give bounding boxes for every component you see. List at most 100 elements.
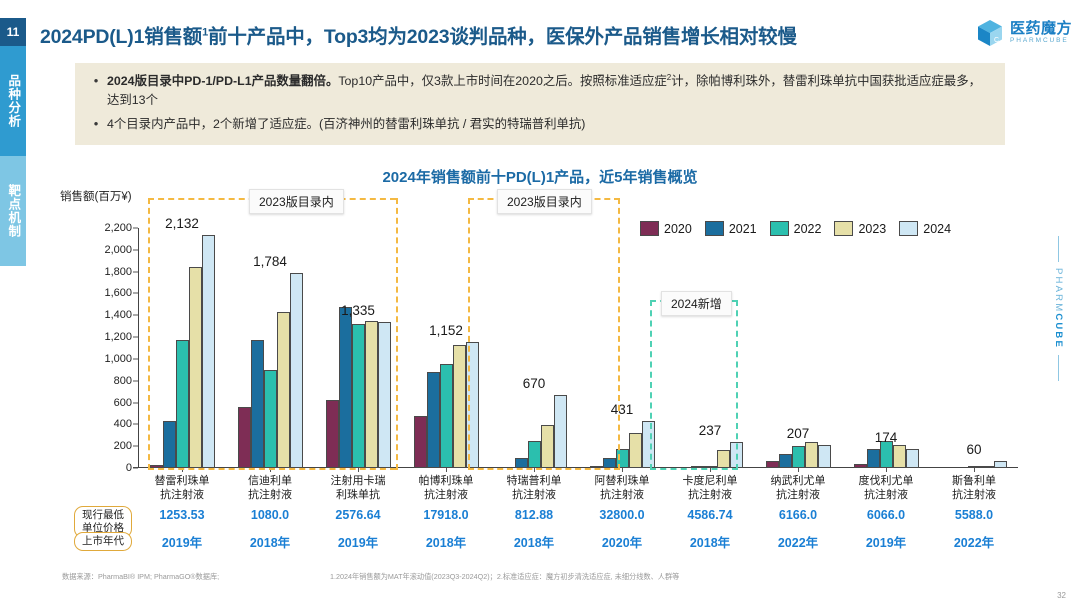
- x-axis-category-label: 阿替利珠单 抗注射液: [572, 474, 672, 503]
- bar-groups: 2,132 替雷利珠单 抗注射液 1,784 信迪利单 抗注射液 1,335 注射用卡瑞 利珠单…: [138, 216, 1018, 501]
- legend-swatch-icon: [834, 221, 854, 236]
- legend-label: 2021: [728, 221, 757, 236]
- bar-2023: [892, 445, 906, 468]
- row-header-price: 现行最低 单位价格: [74, 506, 132, 539]
- bar-2022: [351, 323, 365, 468]
- footer-page-number: 32: [1057, 591, 1066, 600]
- y-tick-label: 1,400: [104, 309, 132, 322]
- x-axis-category-label: 纳武利尤单 抗注射液: [748, 474, 848, 503]
- x-axis-category-label: 卡度尼利单 抗注射液: [660, 474, 760, 503]
- legend-label: 2024: [923, 221, 952, 236]
- y-tick-mark: [133, 271, 138, 273]
- x-axis-category-line: 抗注射液: [776, 489, 820, 502]
- bar-2021: [162, 420, 176, 468]
- x-axis-category-line: 信迪利单: [248, 475, 292, 487]
- bullet-bold-lead: 2024版目录中PD-1/PD-L1产品数量翻倍。: [107, 74, 339, 89]
- x-axis-category-label: 替雷利珠单 抗注射液: [132, 474, 232, 503]
- bar-group: 60 斯鲁利单 抗注射液: [930, 228, 1018, 501]
- y-tick-mark: [133, 467, 138, 469]
- x-axis-category-line: 抗注射液: [160, 489, 204, 502]
- bullet-rest-a: Top10产品中，仅3款上市时间在2020之后。按照标准适应症: [338, 74, 667, 89]
- x-axis-category-line: 利珠单抗: [336, 489, 380, 502]
- x-axis-category-line: 替雷利珠单: [154, 475, 210, 487]
- legend-swatch-icon: [704, 221, 724, 236]
- legend-swatch-icon: [769, 221, 789, 236]
- bar-2022: [263, 369, 277, 468]
- x-axis-category-line: 斯鲁利单: [952, 475, 996, 487]
- x-tick-mark: [358, 468, 359, 472]
- table-cell-price: 812.88: [514, 508, 554, 522]
- bar-2023: [188, 266, 202, 468]
- table-cell-price: 2576.64: [335, 508, 381, 522]
- bar-2022: [967, 466, 981, 468]
- table-cell-price: 32800.0: [599, 508, 645, 522]
- legend-item-2022: 2022: [769, 221, 822, 236]
- bar-2023: [804, 441, 818, 468]
- bar-2023: [540, 424, 554, 468]
- bar-value-label: 237: [698, 423, 722, 439]
- page-title: 2024PD(L)1销售额1前十产品中，Top3均为2023谈判品种，医保外产品…: [40, 20, 950, 49]
- table-cell-launch-year: 2019年: [865, 536, 907, 550]
- x-axis-category-line: 阿替利珠单: [594, 475, 650, 487]
- sidebar-item-target-mechanism[interactable]: 靶点机制: [0, 156, 26, 266]
- x-axis-category-line: 抗注射液: [864, 489, 908, 502]
- x-axis-category-label: 特瑞普利单 抗注射液: [484, 474, 584, 503]
- bar-2022: [703, 466, 717, 468]
- bar-2023: [628, 433, 642, 468]
- x-tick-mark: [182, 468, 183, 472]
- table-cell-launch-year: 2019年: [161, 536, 203, 550]
- bar-2024: [817, 445, 831, 468]
- bar-2021: [690, 466, 704, 468]
- bar-value-label: 174: [874, 430, 898, 446]
- table-cell-launch-year: 2018年: [513, 536, 555, 550]
- y-tick-label: 1,600: [104, 287, 132, 300]
- rail-brand-text: PHARMCUBE: [1053, 268, 1064, 349]
- bar-value-label: 2,132: [165, 216, 199, 232]
- bar-2021: [514, 457, 528, 468]
- table-cell-launch-year: 2019年: [337, 536, 379, 550]
- x-axis-category-line: 抗注射液: [600, 489, 644, 502]
- bar-value-label: 207: [786, 426, 810, 442]
- x-axis-category-line: 特瑞普利单: [506, 475, 562, 487]
- bar-2023: [980, 465, 994, 468]
- legend-label: 2022: [793, 221, 822, 236]
- legend-item-2024: 2024: [899, 221, 951, 236]
- y-tick-mark: [133, 227, 138, 229]
- page-title-footnote-marker: 1: [202, 26, 209, 39]
- x-tick-mark: [974, 468, 975, 472]
- x-axis-category-line: 帕博利珠单: [418, 475, 474, 487]
- bar-2020: [149, 464, 163, 468]
- footer-source: 数据来源：PharmaBI® IPM; PharmaGO®数据库;: [62, 572, 220, 581]
- bar-2020: [325, 399, 339, 468]
- sidebar-item-variety-analysis[interactable]: 品种分析: [0, 46, 26, 156]
- page-title-part2: 前十产品中，Top3均为2023谈判品种，医保外产品销售增长相对较慢: [208, 26, 797, 48]
- bar-2024: [729, 442, 743, 468]
- y-tick-label: 2,000: [104, 243, 132, 256]
- svg-text:C: C: [994, 37, 999, 44]
- table-cell-launch-year: 2018年: [689, 536, 731, 550]
- bar-value-label: 1,784: [253, 254, 287, 270]
- bullet-item: • 4个目录内产品中，2个新增了适应症。(百济神州的替雷利珠单抗 / 君实的特瑞…: [85, 115, 991, 134]
- table-row-price: 现行最低 单位价格 1253.53 1080.0 2576.64 17918.0 812…: [74, 506, 1018, 539]
- bar-group: 207 纳武利尤单抗注射液: [754, 228, 842, 501]
- legend-item-2020: 2020: [640, 221, 692, 236]
- bar-2021: [338, 306, 352, 468]
- bar-2021: [866, 448, 880, 468]
- bar-2020: [765, 461, 779, 468]
- bar-2022: [175, 340, 189, 468]
- bar-2021: [778, 453, 792, 468]
- bullet-text: 2024版目录中PD-1/PD-L1产品数量翻倍。Top10产品中，仅3款上市时…: [107, 72, 991, 110]
- rail-brand-light: PHARM: [1053, 268, 1064, 314]
- table-cell-price: 17918.0: [423, 508, 469, 522]
- x-tick-mark: [270, 468, 271, 472]
- legend-item-2021: 2021: [704, 221, 757, 236]
- x-axis-category-label: 帕博利珠单 抗注射液: [396, 474, 496, 503]
- legend-swatch-icon: [640, 221, 659, 236]
- x-axis-category-line: 抗注射液: [512, 489, 556, 502]
- bar-2024: [905, 449, 919, 468]
- table-cell-launch-year: 2022年: [953, 536, 995, 550]
- page-title-part1: 2024PD(L)1销售额: [40, 26, 203, 48]
- bar-2022: [879, 441, 893, 468]
- bullet-footnote-marker: 2: [666, 73, 672, 82]
- x-axis-category-line: 纳武利尤单: [770, 475, 826, 487]
